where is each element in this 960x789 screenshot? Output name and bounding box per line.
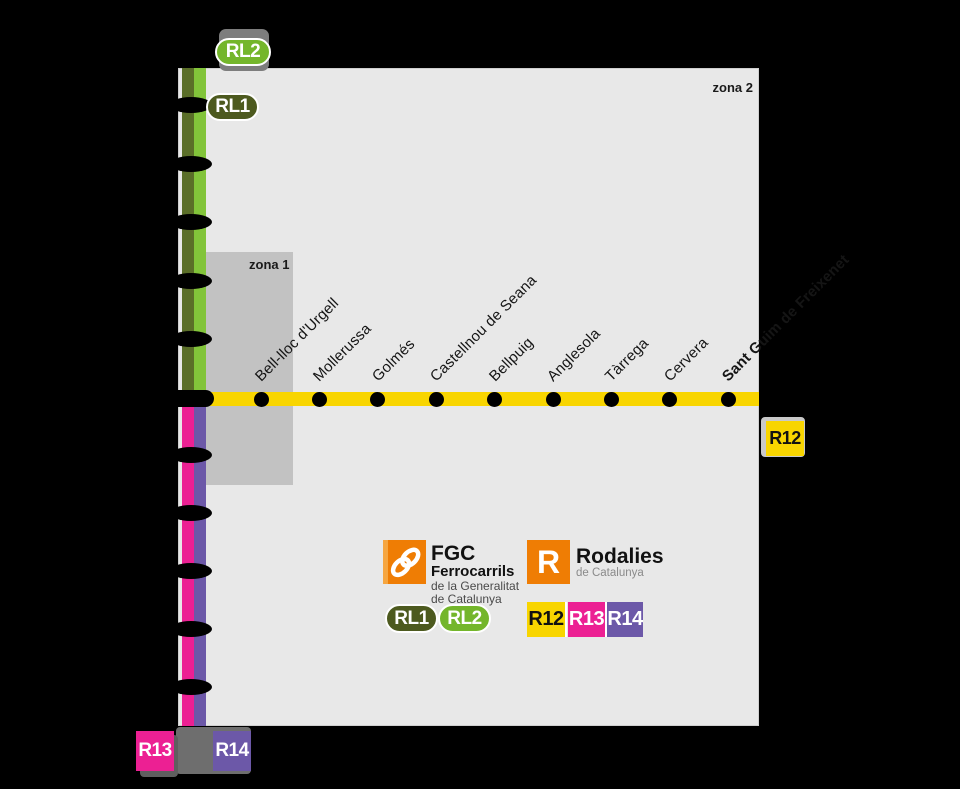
rodalies-r-icon: R — [536, 543, 561, 580]
legend-r12-badge: R12 — [527, 602, 567, 637]
fgc-line4: de Catalunya — [431, 591, 502, 606]
rl1-line-badge: RL1 — [206, 93, 259, 121]
station-tick — [170, 155, 212, 172]
rodalies-logo: R — [527, 540, 570, 584]
r14-line-badge: R14 — [213, 731, 251, 771]
fgc-line2: Ferrocarrils — [431, 563, 515, 580]
station-dot — [428, 392, 444, 407]
zone2-label: zona 2 — [712, 80, 753, 95]
rl2-line-badge: RL2 — [215, 38, 271, 66]
legend-rl1-badge: RL1 — [385, 604, 438, 633]
legend-rl2-badge: RL2 — [438, 604, 491, 633]
r13-line-badge: R13 — [136, 731, 174, 771]
fgc-wordmark: FGC Ferrocarrils de la Generalitat de Ca… — [431, 542, 520, 606]
zone1-area — [206, 252, 293, 485]
fgc-line3: de la Generalitat — [431, 579, 520, 593]
junction-station-dot — [168, 390, 214, 407]
legend-r13-badge: R13 — [568, 602, 607, 637]
line-r13-segment — [182, 399, 194, 726]
fgc-acronym: FGC — [431, 542, 476, 565]
station-dot — [545, 392, 561, 407]
station-tick — [170, 621, 212, 637]
station-dot — [603, 392, 619, 407]
line-r14-segment — [194, 399, 206, 726]
station-tick — [170, 447, 212, 463]
station-dot — [720, 392, 736, 407]
station-dot — [370, 392, 386, 407]
rodalies-name: Rodalies — [576, 545, 664, 568]
station-dot — [662, 392, 678, 407]
rodalies-sub: de Catalunya — [576, 567, 644, 579]
station-dot — [487, 392, 503, 407]
station-tick — [170, 97, 212, 113]
station-tick — [170, 272, 212, 289]
station-tick — [170, 563, 212, 579]
line-rl1-segment — [182, 68, 194, 399]
zone1-label: zona 1 — [249, 257, 290, 272]
station-tick — [170, 331, 212, 347]
fgc-logo — [383, 540, 426, 584]
line-rl2-segment — [194, 68, 206, 399]
station-dot — [311, 392, 327, 407]
r12-line-badge: R12 — [766, 421, 804, 456]
rodalies-wordmark: Rodalies de Catalunya — [576, 546, 664, 579]
station-dot — [253, 392, 269, 407]
fgc-chain-icon — [390, 547, 421, 578]
legend-r14-badge: R14 — [607, 602, 643, 637]
station-tick — [170, 679, 212, 695]
station-tick — [170, 214, 212, 230]
station-tick — [170, 505, 212, 521]
